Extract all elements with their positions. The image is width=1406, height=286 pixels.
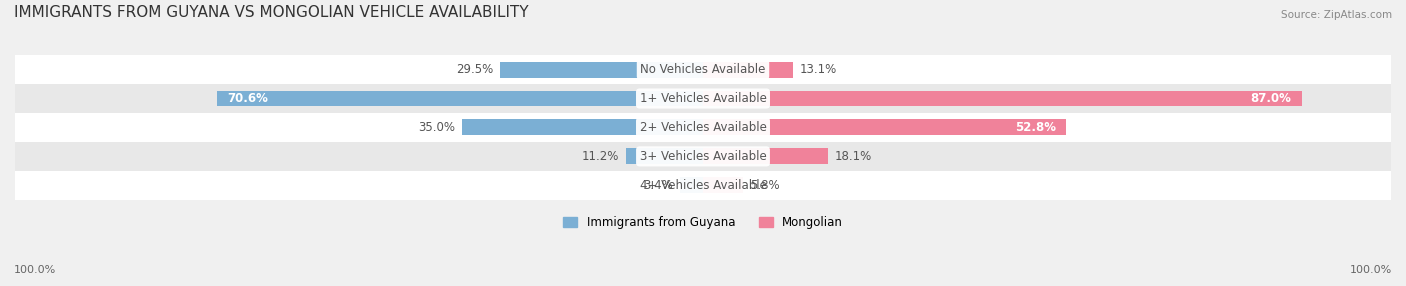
Bar — [703, 148, 828, 164]
Text: IMMIGRANTS FROM GUYANA VS MONGOLIAN VEHICLE AVAILABILITY: IMMIGRANTS FROM GUYANA VS MONGOLIAN VEHI… — [14, 5, 529, 20]
Text: 13.1%: 13.1% — [800, 63, 837, 76]
Bar — [501, 61, 703, 78]
Text: No Vehicles Available: No Vehicles Available — [640, 63, 766, 76]
Bar — [15, 142, 1391, 171]
Text: 52.8%: 52.8% — [1015, 121, 1056, 134]
Bar — [703, 91, 1302, 106]
Text: Source: ZipAtlas.com: Source: ZipAtlas.com — [1281, 10, 1392, 20]
Text: 3+ Vehicles Available: 3+ Vehicles Available — [640, 150, 766, 163]
Bar — [679, 177, 703, 193]
Text: 2+ Vehicles Available: 2+ Vehicles Available — [640, 121, 766, 134]
Text: 87.0%: 87.0% — [1250, 92, 1291, 105]
Text: 100.0%: 100.0% — [14, 265, 56, 275]
Bar — [463, 120, 703, 135]
Text: 1+ Vehicles Available: 1+ Vehicles Available — [640, 92, 766, 105]
Bar — [15, 84, 1391, 113]
Text: 4+ Vehicles Available: 4+ Vehicles Available — [640, 179, 766, 192]
Bar — [703, 177, 742, 193]
Bar — [703, 120, 1066, 135]
Bar — [626, 148, 703, 164]
Legend: Immigrants from Guyana, Mongolian: Immigrants from Guyana, Mongolian — [558, 212, 848, 234]
Bar — [15, 171, 1391, 200]
Bar — [15, 55, 1391, 84]
Text: 35.0%: 35.0% — [419, 121, 456, 134]
Bar — [15, 113, 1391, 142]
Text: 5.8%: 5.8% — [749, 179, 779, 192]
Bar — [703, 61, 793, 78]
Text: 18.1%: 18.1% — [834, 150, 872, 163]
Text: 70.6%: 70.6% — [228, 92, 269, 105]
Bar — [218, 91, 703, 106]
Text: 11.2%: 11.2% — [582, 150, 619, 163]
Text: 100.0%: 100.0% — [1350, 265, 1392, 275]
Text: 3.4%: 3.4% — [643, 179, 672, 192]
Text: 29.5%: 29.5% — [456, 63, 494, 76]
